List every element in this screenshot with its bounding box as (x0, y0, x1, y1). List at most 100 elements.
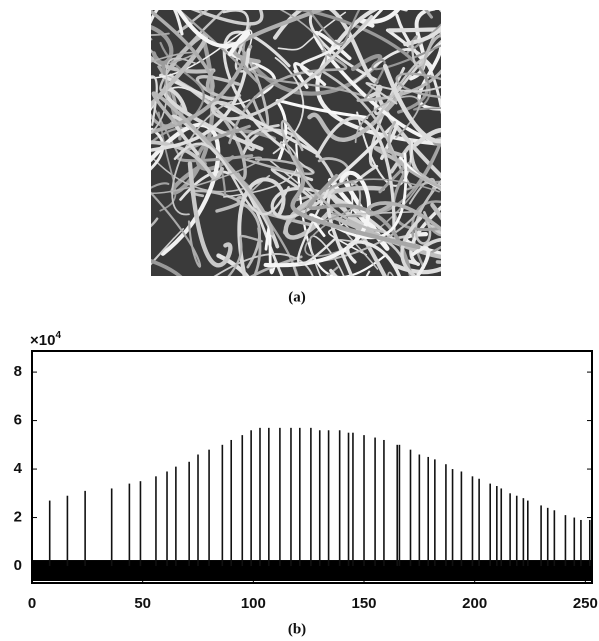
bar (66, 495, 69, 567)
bar (310, 427, 312, 567)
fiber (151, 191, 202, 268)
fiber (159, 41, 205, 124)
fiber (195, 75, 242, 101)
fiber (176, 10, 251, 57)
fiber (395, 72, 441, 98)
y-scale-base: ×10 (30, 332, 55, 349)
fiber (280, 120, 384, 233)
fiber (242, 21, 371, 99)
fiber (232, 10, 326, 64)
fiber (151, 140, 224, 181)
fiber (411, 246, 431, 276)
fiber (432, 137, 441, 147)
x-tick-label: 200 (462, 595, 487, 612)
fiber (413, 63, 441, 111)
fiber (359, 10, 401, 28)
fiber (373, 282, 450, 366)
fiber (414, 179, 441, 245)
fiber (179, 170, 284, 276)
fiber (250, 227, 303, 276)
fiber (187, 161, 233, 268)
fiber (326, 194, 354, 276)
bar (546, 507, 549, 567)
fiber (296, 183, 338, 266)
fiber (292, 266, 298, 276)
bar (580, 519, 582, 567)
fiber (151, 156, 263, 194)
fiber (387, 120, 441, 190)
fiber (151, 44, 253, 145)
bar (374, 437, 376, 567)
bar (166, 471, 168, 567)
fiber (169, 73, 280, 152)
bar (451, 469, 454, 567)
bar (588, 519, 591, 567)
fiber (173, 142, 290, 216)
bar (128, 483, 131, 567)
fiber (333, 10, 441, 48)
fiber (25, 45, 146, 114)
bar (48, 500, 51, 567)
fiber (279, 10, 327, 77)
x-tick-label: 150 (352, 595, 377, 612)
fiber (427, 224, 441, 236)
bar (398, 444, 401, 567)
bar (553, 510, 556, 567)
fiber (278, 177, 436, 265)
bar (515, 495, 518, 567)
fiber (151, 65, 178, 128)
bar (139, 481, 142, 567)
bar (409, 449, 412, 567)
fiber (227, 234, 263, 276)
bar (338, 430, 341, 567)
fiber (273, 10, 379, 84)
bar (221, 444, 224, 567)
bar (110, 488, 113, 567)
bar (84, 490, 86, 567)
fiber (151, 217, 159, 228)
caption: (b) (288, 621, 306, 637)
fiber (352, 48, 441, 115)
bar (427, 456, 430, 567)
fiber (365, 201, 441, 232)
bar (241, 435, 244, 567)
bar (383, 439, 385, 567)
bar (259, 427, 261, 567)
fiber (292, 10, 430, 114)
fiber (423, 29, 441, 59)
bar (299, 427, 301, 567)
fiber (315, 116, 396, 234)
fiber (365, 270, 371, 276)
fiber (277, 11, 347, 51)
fiber (151, 48, 251, 152)
bar (445, 464, 447, 567)
fiber (272, 56, 305, 155)
bar (175, 466, 177, 567)
fiber (151, 182, 170, 189)
fiber (227, 41, 270, 127)
bar (496, 486, 498, 567)
fiber (195, 129, 277, 171)
bar (564, 515, 567, 567)
fiber (307, 10, 361, 46)
fiber (270, 167, 317, 206)
x-tick-label: 250 (573, 595, 598, 612)
caption: (a) (288, 289, 306, 305)
fiber (210, 14, 374, 121)
fiber (151, 10, 215, 93)
bar (478, 478, 480, 567)
plot-frame (31, 350, 593, 584)
fiber (346, 240, 401, 276)
fiber (216, 253, 250, 276)
y-tick-label: 6 (14, 412, 22, 429)
fiber (420, 238, 441, 250)
fiber (406, 181, 441, 237)
bar (573, 517, 576, 567)
y-tick-label: 2 (14, 509, 22, 526)
fibers (25, 10, 450, 366)
fiber (389, 144, 441, 189)
fiber (356, 33, 441, 102)
bar (318, 430, 321, 567)
